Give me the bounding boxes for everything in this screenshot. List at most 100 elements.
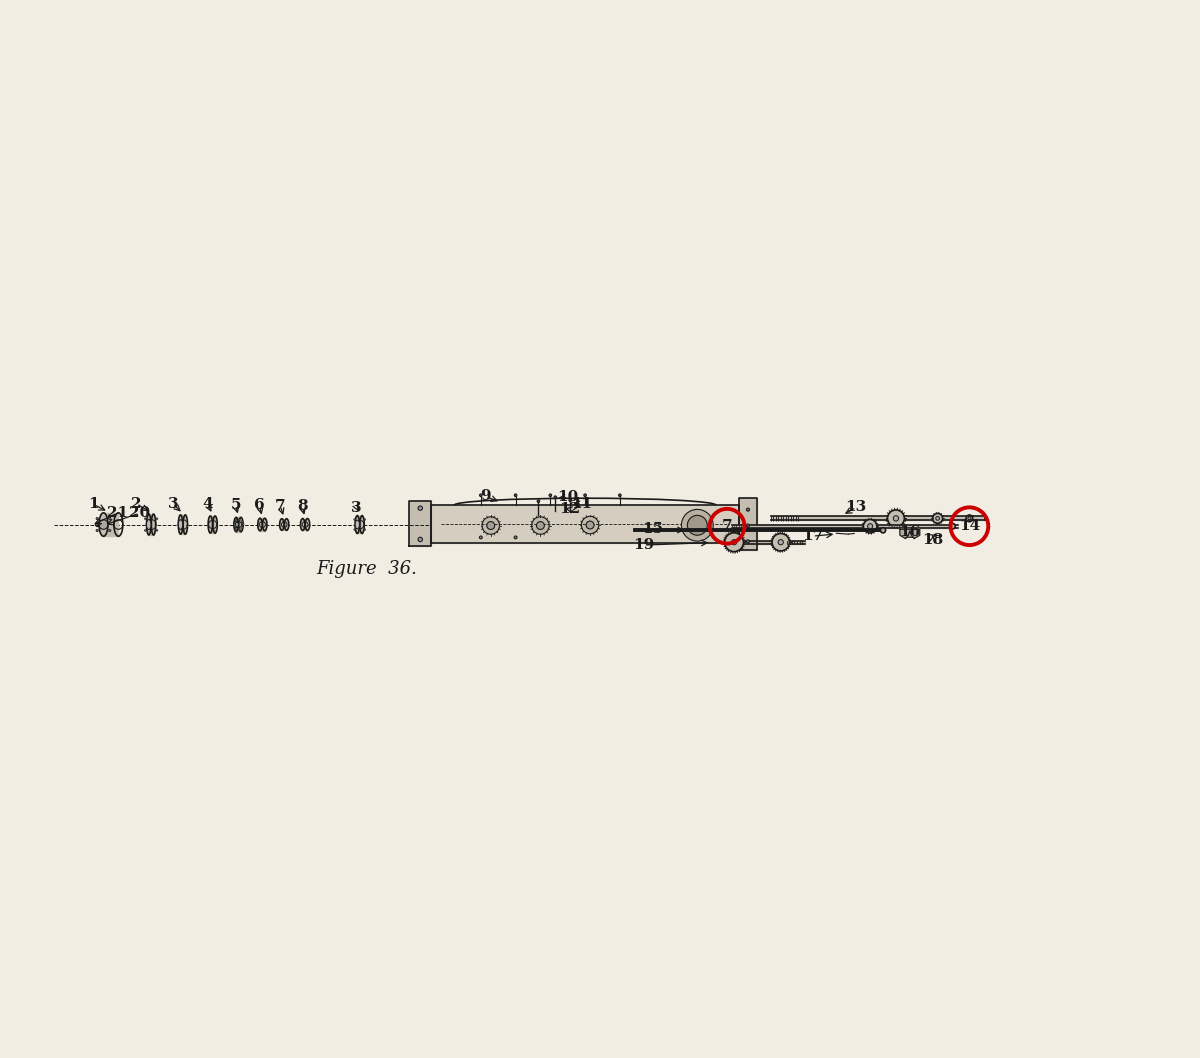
Polygon shape (103, 513, 119, 536)
Polygon shape (900, 529, 919, 539)
Circle shape (746, 540, 750, 543)
Circle shape (538, 499, 540, 503)
Ellipse shape (234, 522, 239, 528)
Circle shape (725, 533, 744, 551)
Circle shape (746, 508, 750, 511)
Ellipse shape (100, 519, 108, 529)
Ellipse shape (355, 515, 360, 533)
Polygon shape (236, 517, 241, 532)
Polygon shape (180, 515, 185, 534)
Circle shape (581, 516, 599, 534)
Text: 7: 7 (721, 519, 732, 533)
Circle shape (235, 519, 238, 522)
Text: 9: 9 (480, 490, 491, 504)
Ellipse shape (234, 517, 239, 532)
Text: 3: 3 (352, 500, 362, 514)
Circle shape (746, 524, 750, 527)
Text: 10: 10 (558, 490, 578, 505)
Polygon shape (149, 514, 154, 535)
Text: 5: 5 (230, 498, 241, 512)
Ellipse shape (179, 519, 182, 529)
Circle shape (235, 528, 238, 529)
Circle shape (554, 496, 557, 498)
Polygon shape (739, 498, 757, 550)
Circle shape (233, 525, 235, 527)
Text: 14: 14 (959, 519, 980, 533)
Circle shape (98, 524, 100, 525)
Circle shape (233, 522, 235, 524)
Polygon shape (732, 525, 953, 528)
Circle shape (888, 510, 905, 527)
Circle shape (109, 517, 110, 519)
Text: 15: 15 (642, 523, 664, 536)
Ellipse shape (179, 515, 182, 534)
Circle shape (364, 518, 366, 521)
Circle shape (144, 517, 146, 519)
Circle shape (893, 515, 899, 522)
Text: 1: 1 (89, 497, 98, 511)
Circle shape (618, 494, 622, 496)
Polygon shape (431, 505, 739, 544)
Text: 6: 6 (254, 498, 265, 512)
Circle shape (156, 517, 158, 519)
Circle shape (354, 529, 355, 530)
Circle shape (144, 530, 146, 531)
Text: 19: 19 (634, 539, 654, 552)
Circle shape (863, 519, 877, 533)
Circle shape (732, 540, 737, 545)
Circle shape (241, 527, 242, 528)
Circle shape (536, 522, 545, 529)
Circle shape (239, 519, 240, 521)
Circle shape (482, 516, 499, 534)
Circle shape (96, 529, 98, 531)
Circle shape (868, 524, 872, 529)
Polygon shape (210, 516, 215, 533)
Text: 18: 18 (922, 532, 943, 547)
Circle shape (515, 494, 517, 496)
Text: 16: 16 (899, 525, 920, 539)
Circle shape (881, 528, 886, 533)
Circle shape (966, 515, 973, 522)
Circle shape (569, 499, 571, 501)
Text: 21: 21 (107, 506, 128, 521)
Circle shape (242, 524, 244, 526)
Ellipse shape (208, 516, 212, 533)
Ellipse shape (300, 518, 305, 530)
Text: 8: 8 (296, 499, 307, 513)
Text: Figure  36.: Figure 36. (316, 560, 418, 578)
Ellipse shape (146, 514, 151, 535)
Text: 13: 13 (846, 500, 866, 514)
Circle shape (778, 540, 784, 545)
Circle shape (487, 522, 494, 529)
Circle shape (584, 494, 587, 496)
Ellipse shape (100, 513, 108, 536)
Circle shape (772, 533, 790, 551)
Polygon shape (282, 518, 287, 530)
Circle shape (96, 517, 98, 519)
Circle shape (418, 537, 422, 542)
Circle shape (364, 529, 366, 530)
Circle shape (688, 515, 707, 535)
Circle shape (239, 528, 240, 530)
Circle shape (479, 536, 482, 539)
Polygon shape (260, 518, 265, 531)
Circle shape (95, 524, 98, 526)
Circle shape (156, 530, 158, 531)
Polygon shape (302, 518, 307, 530)
Ellipse shape (355, 521, 360, 529)
Circle shape (550, 494, 552, 496)
Polygon shape (409, 501, 431, 546)
Ellipse shape (258, 518, 262, 531)
Text: 2: 2 (131, 496, 142, 511)
Polygon shape (770, 516, 985, 521)
Polygon shape (358, 515, 362, 533)
Circle shape (514, 536, 517, 539)
Polygon shape (727, 541, 804, 544)
Circle shape (109, 529, 110, 531)
Text: 3: 3 (168, 497, 179, 511)
Circle shape (354, 518, 355, 521)
Ellipse shape (280, 518, 284, 530)
Ellipse shape (146, 519, 151, 530)
Text: 4: 4 (203, 497, 214, 511)
Text: 11: 11 (571, 496, 593, 511)
